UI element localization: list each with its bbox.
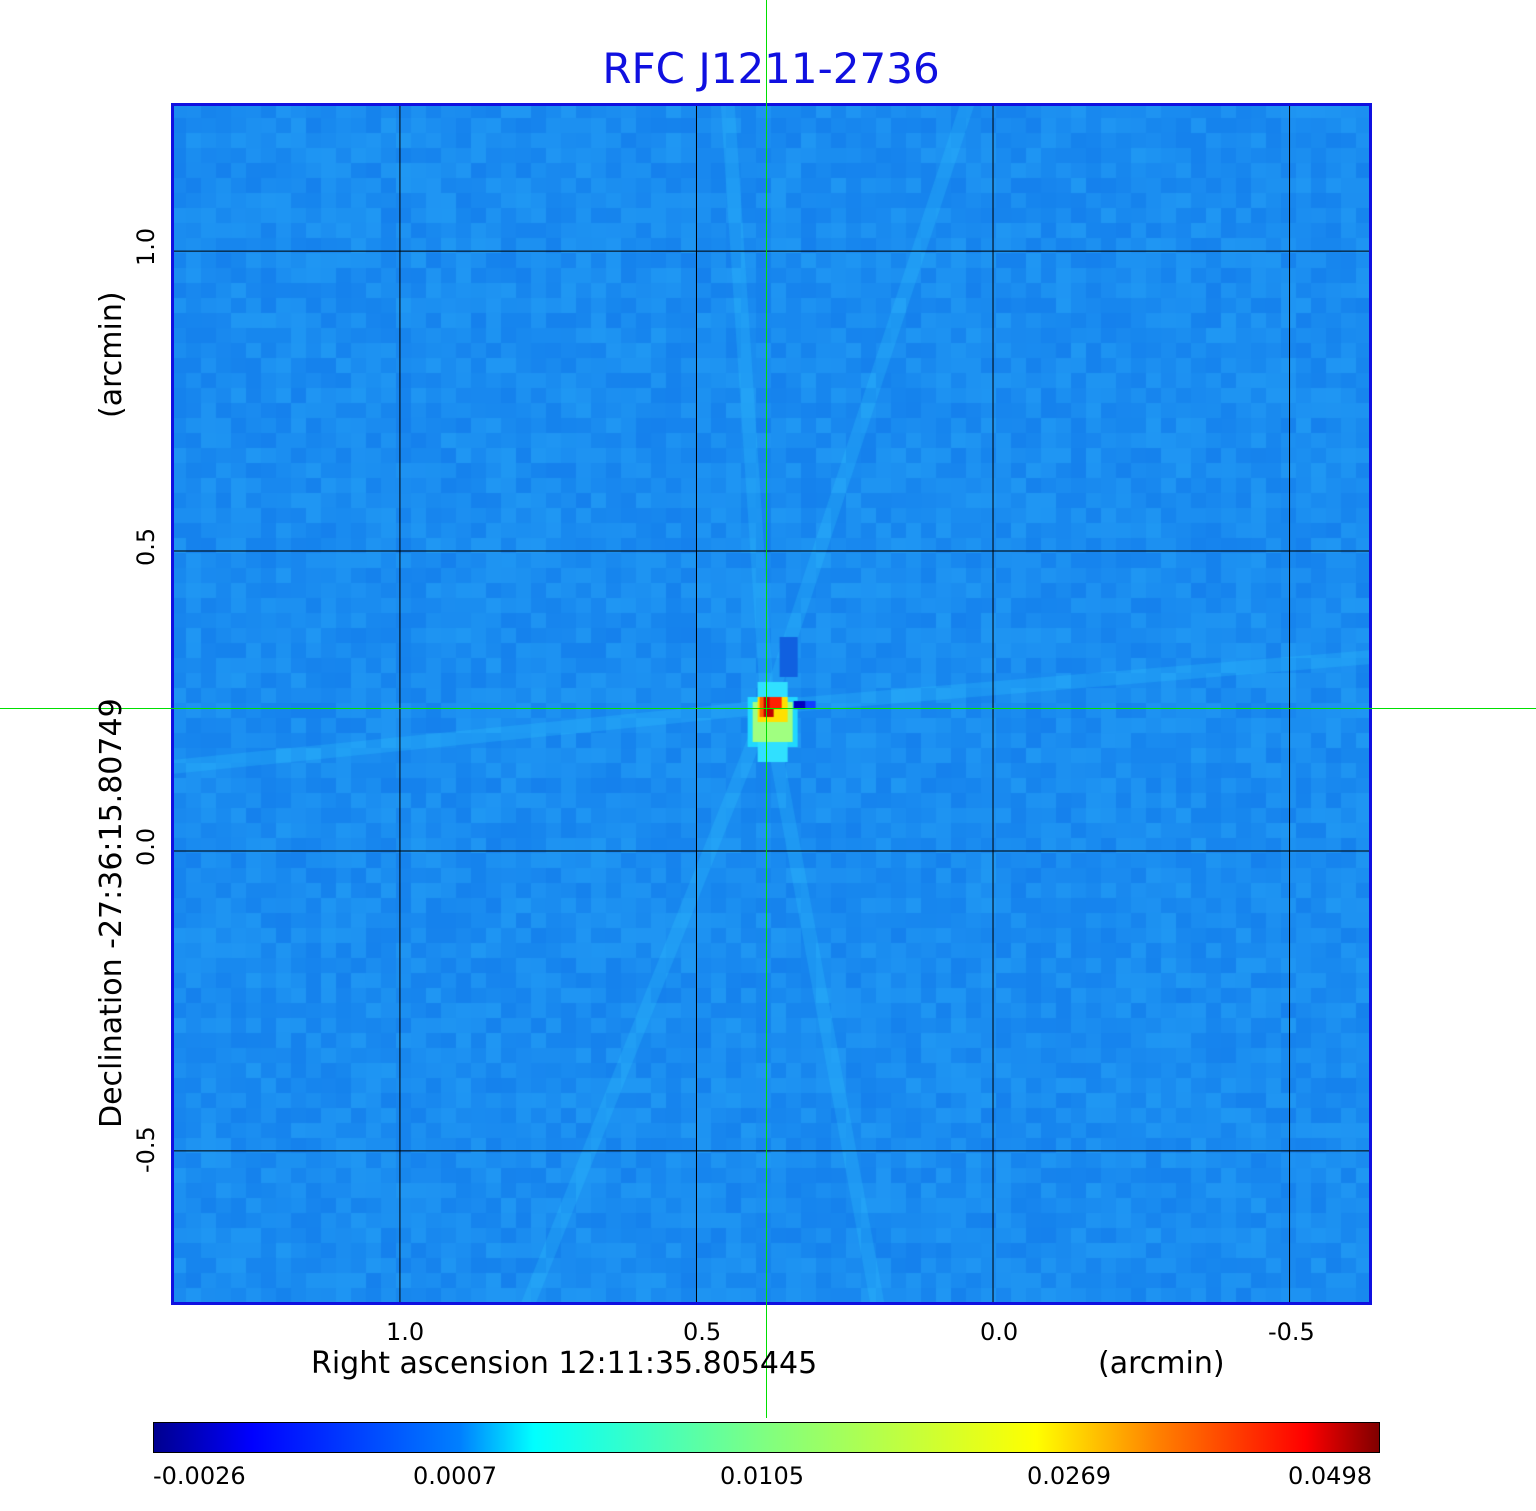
x-tick-label: 0.5 bbox=[683, 1318, 722, 1346]
sky-image-plot[interactable] bbox=[171, 103, 1372, 1305]
y-tick-label: -0.5 bbox=[132, 1126, 160, 1173]
x-tick-label: 0.0 bbox=[980, 1318, 1019, 1346]
y-tick-label: 0.0 bbox=[132, 827, 160, 866]
y-axis-unit: (arcmin) bbox=[94, 291, 129, 418]
x-axis-label: Right ascension 12:11:35.805445 bbox=[311, 1346, 818, 1381]
colorbar-tick-label: -0.0026 bbox=[153, 1462, 246, 1490]
chart-title: RFC J1211-2736 bbox=[602, 44, 940, 93]
x-axis-unit: (arcmin) bbox=[1098, 1346, 1225, 1381]
colorbar-tick-label: 0.0105 bbox=[720, 1462, 804, 1490]
y-tick-label: 1.0 bbox=[132, 227, 160, 266]
crosshair-vertical bbox=[766, 0, 767, 1418]
y-tick-label: 0.5 bbox=[132, 527, 160, 566]
y-axis-label: Declination -27:36:15.80749 bbox=[94, 698, 129, 1128]
grid-lines bbox=[171, 103, 1372, 1305]
colorbar-tick-label: 0.0498 bbox=[1288, 1462, 1372, 1490]
intensity-map bbox=[171, 103, 1372, 1305]
x-tick-label: -0.5 bbox=[1268, 1318, 1315, 1346]
crosshair-horizontal bbox=[0, 708, 1536, 709]
x-tick-label: 1.0 bbox=[386, 1318, 425, 1346]
colorbar-tick-label: 0.0007 bbox=[413, 1462, 497, 1490]
colorbar bbox=[153, 1422, 1380, 1453]
colorbar-tick-label: 0.0269 bbox=[1027, 1462, 1111, 1490]
